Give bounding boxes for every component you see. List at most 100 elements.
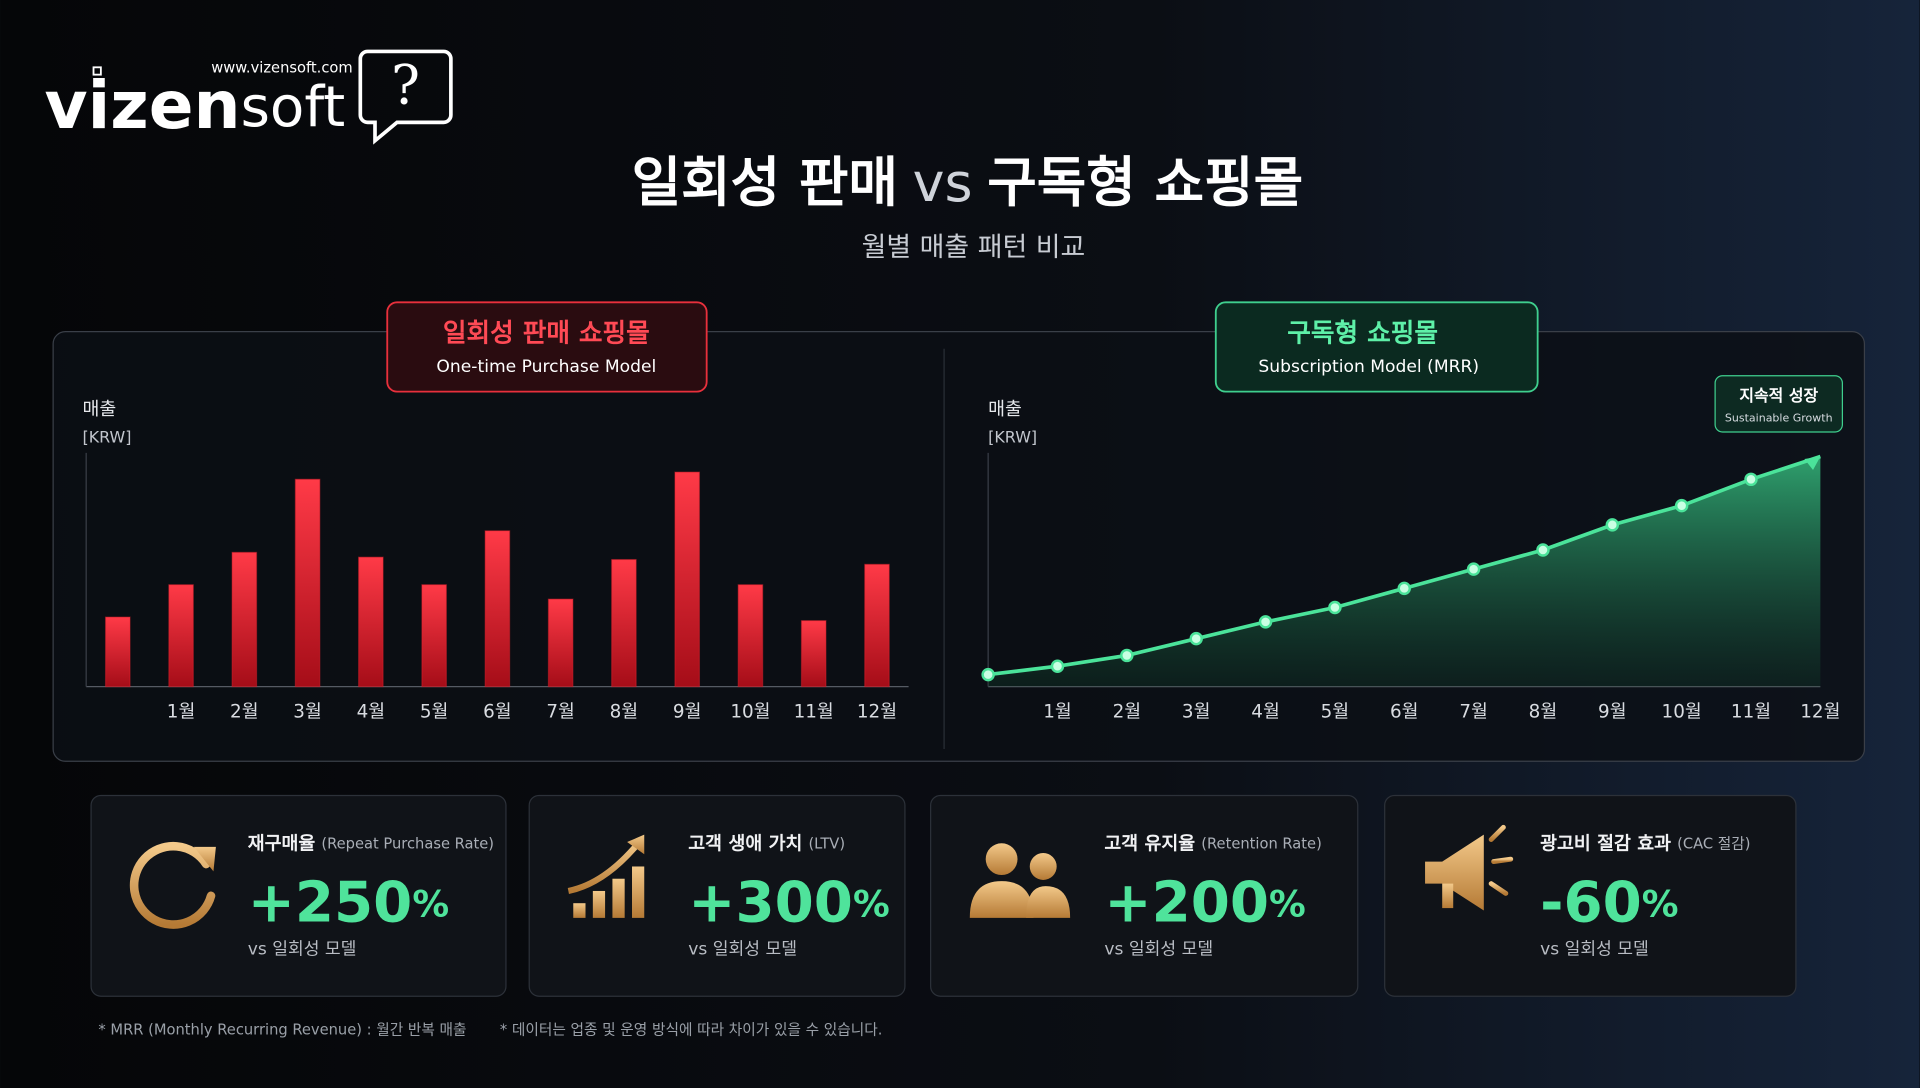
x-tick-label: 6월	[483, 701, 512, 722]
kpi-number: +200	[1104, 870, 1269, 935]
logo-bubble	[358, 49, 453, 145]
right-badge	[1214, 301, 1539, 393]
bar	[864, 563, 890, 688]
kpi-card	[90, 794, 507, 997]
kpi-unit: %	[1642, 882, 1679, 925]
kpi-number: +300	[688, 870, 853, 935]
logo-light: soft	[241, 75, 346, 140]
kpi-card	[930, 794, 1359, 997]
icon-head	[985, 843, 1018, 876]
x-tick-label: 10월	[1662, 701, 1702, 722]
arrow-head	[1804, 456, 1821, 471]
bar	[484, 530, 511, 688]
kpi-note: vs 일회성 모델	[1540, 940, 1649, 960]
kpi-label-ko: 광고비 절감 효과	[1540, 833, 1671, 854]
x-tick-label: 5월	[420, 701, 449, 722]
subtitle: 월별 매출 패턴 비교	[862, 232, 1086, 263]
icon-arrow	[627, 834, 645, 855]
icon-body	[969, 881, 1034, 918]
icon-refresh	[129, 842, 216, 929]
x-tick-label: 8월	[610, 701, 639, 722]
x-tick-label: 4월	[1251, 701, 1280, 722]
point	[1258, 615, 1273, 629]
left-chart-title: 일회성 판매 쇼핑몰	[443, 319, 650, 349]
kpi-card	[1384, 794, 1797, 997]
logo-url: www.vizensoft.com	[211, 60, 352, 77]
bar	[800, 620, 827, 688]
y-label: 매출	[83, 399, 117, 420]
annotation-sub: Sustainable Growth	[1725, 412, 1833, 425]
x-tick-label: 5월	[1321, 701, 1350, 722]
title-vs: vs	[913, 151, 973, 214]
kpi-row: 재구매율 (Repeat Purchase Rate) +250% vs 일회성 모델…	[90, 794, 1797, 997]
kpi-label: 고객 생애 가치 (LTV)	[688, 833, 845, 854]
x-tick-label: 10월	[730, 701, 770, 722]
footnote: * MRR (Monthly Recurring Revenue) : 월간 반…	[98, 1021, 466, 1038]
x-tick-label: 7월	[1459, 701, 1488, 722]
point	[1397, 581, 1411, 596]
kpi-note: vs 일회성 모델	[688, 940, 797, 960]
point	[1328, 600, 1342, 615]
icon-ray	[1488, 824, 1506, 843]
kpi-number: +250	[248, 870, 413, 935]
kpi-note: vs 일회성 모델	[248, 940, 357, 960]
y-unit: [KRW]	[83, 428, 132, 447]
bar	[421, 584, 447, 688]
x-tick-label: 9월	[1598, 701, 1627, 722]
kpi-unit: %	[1269, 882, 1306, 925]
point	[1536, 543, 1550, 557]
x-tick-label: 1월	[167, 701, 196, 722]
kpi-note: vs 일회성 모델	[1104, 940, 1213, 960]
left-badge	[386, 301, 708, 393]
x-tick-label: 9월	[673, 701, 702, 722]
bar	[104, 616, 131, 688]
bar	[611, 558, 637, 688]
x-tick-label: 12월	[857, 701, 897, 722]
logo-bold: vizen	[45, 67, 241, 144]
left-chart-subtitle: One-time Purchase Model	[436, 357, 656, 377]
x-tick-label: 11월	[1731, 701, 1771, 722]
point	[1189, 631, 1203, 646]
kpi-label-en: (Repeat Purchase Rate)	[321, 835, 494, 852]
logo-text: vizensoft	[45, 67, 346, 144]
kpi-label-en: (CAC 절감)	[1677, 835, 1750, 852]
kpi-label: 고객 유지율 (Retention Rate)	[1104, 833, 1321, 854]
logo-dot	[92, 66, 102, 76]
right-chart-title: 구독형 쇼핑몰	[1287, 319, 1438, 349]
point	[981, 667, 995, 682]
kpi-label-ko: 고객 유지율	[1104, 833, 1195, 854]
area	[988, 456, 1821, 687]
kpi-value: +200%	[1104, 870, 1305, 935]
x-tick-label: 7월	[546, 701, 575, 722]
right-chart-subtitle: Subscription Model (MRR)	[1258, 357, 1479, 377]
icon-bar	[632, 866, 645, 918]
bar	[674, 471, 701, 688]
x-tick-label: 3월	[1182, 701, 1211, 722]
x-tick-label: 12월	[1800, 701, 1840, 722]
kpi-label-ko: 재구매율	[248, 833, 316, 854]
y-label: 매출	[988, 399, 1022, 420]
x-tick-label: 3월	[293, 701, 322, 722]
point	[1744, 472, 1758, 487]
logo-question: ?	[391, 53, 420, 116]
icon-body	[1026, 886, 1071, 918]
point	[1466, 562, 1481, 576]
bar	[737, 584, 764, 688]
point	[1605, 518, 1620, 532]
kpi-value: +300%	[688, 870, 889, 935]
annotation-box	[1714, 375, 1844, 433]
icon-megaphone	[1425, 834, 1484, 911]
title-right: 구독형 쇼핑몰	[987, 151, 1303, 214]
x-tick-label: 11월	[794, 701, 834, 722]
kpi-unit: %	[853, 882, 890, 925]
annotation: 지속적 성장	[1739, 386, 1818, 405]
x-tick-label: 2월	[230, 701, 259, 722]
kpi-label: 광고비 절감 효과 (CAC 절감)	[1540, 833, 1750, 854]
x-tick-label: 1월	[1043, 701, 1072, 722]
bar	[231, 551, 258, 688]
x-tick-label: 6월	[1390, 701, 1419, 722]
icon-trend	[567, 840, 642, 894]
logo: vizensoft www.vizensoft.com ?	[45, 49, 453, 145]
